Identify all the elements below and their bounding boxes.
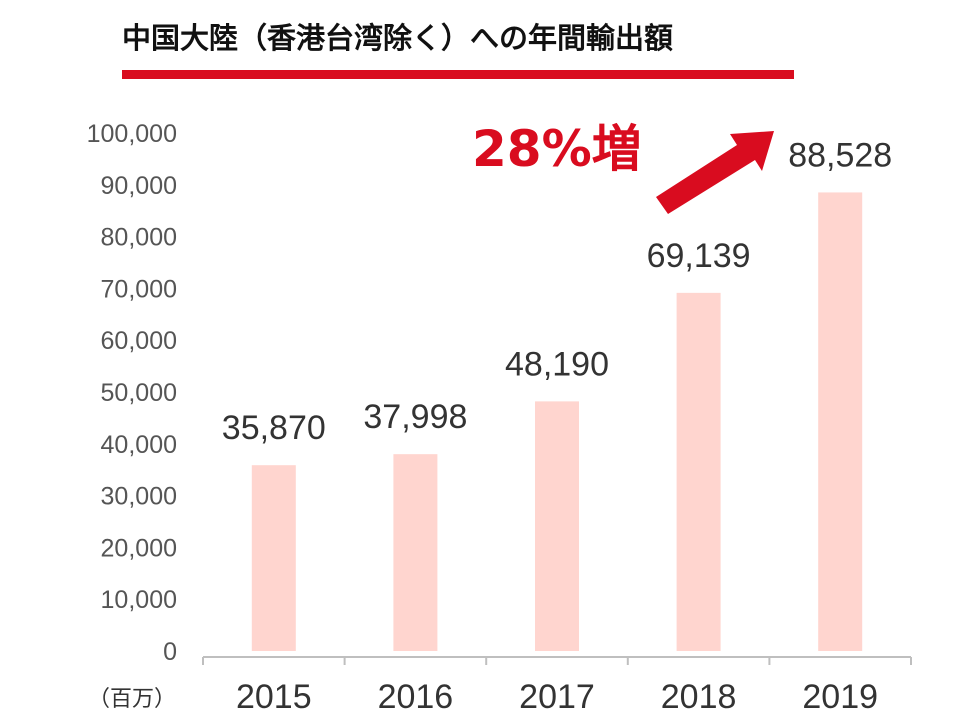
- x-axis: [202, 656, 912, 665]
- data-label: 48,190: [505, 345, 609, 383]
- y-tick-label: 60,000: [101, 327, 177, 355]
- bar: [251, 465, 296, 651]
- y-tick-label: 0: [163, 638, 177, 666]
- bar: [535, 401, 579, 651]
- y-tick-label: 70,000: [101, 275, 177, 303]
- x-axis-ticks: 2015 2016 2017 2018 2019: [236, 678, 878, 716]
- x-tick-label: 2018: [661, 678, 737, 716]
- data-labels: 35,870 37,998 48,190 69,139 88,528: [222, 136, 892, 447]
- bar: [676, 292, 721, 651]
- title-underline: [122, 70, 794, 79]
- arrow-up-right-icon: [656, 131, 774, 214]
- bars: [251, 192, 863, 651]
- x-tick-label: 2019: [802, 678, 878, 716]
- x-tick-label: 2017: [519, 678, 595, 716]
- bar: [393, 454, 438, 651]
- data-label: 37,998: [363, 398, 467, 436]
- y-tick-label: 20,000: [101, 534, 177, 562]
- data-label: 35,870: [222, 409, 326, 447]
- data-label: 69,139: [647, 237, 751, 275]
- bar: [818, 192, 863, 651]
- y-tick-label: 80,000: [101, 224, 177, 252]
- x-tick-label: 2016: [378, 678, 454, 716]
- y-tick-label: 10,000: [101, 586, 177, 614]
- growth-annotation: 28%増: [472, 120, 642, 178]
- data-label: 88,528: [788, 136, 892, 174]
- chart-title: 中国大陸（香港台湾除く）への年間輸出額: [122, 21, 673, 55]
- y-axis-ticks: 0 10,000 20,000 30,000 40,000 50,000 60,000 70,…: [87, 120, 177, 666]
- y-tick-label: 30,000: [101, 483, 177, 511]
- unit-label: （百万）: [88, 687, 176, 712]
- x-tick-label: 2015: [236, 678, 312, 716]
- y-tick-label: 90,000: [101, 172, 177, 200]
- y-tick-label: 50,000: [101, 379, 177, 407]
- y-tick-label: 40,000: [101, 431, 177, 459]
- y-tick-label: 100,000: [87, 120, 177, 148]
